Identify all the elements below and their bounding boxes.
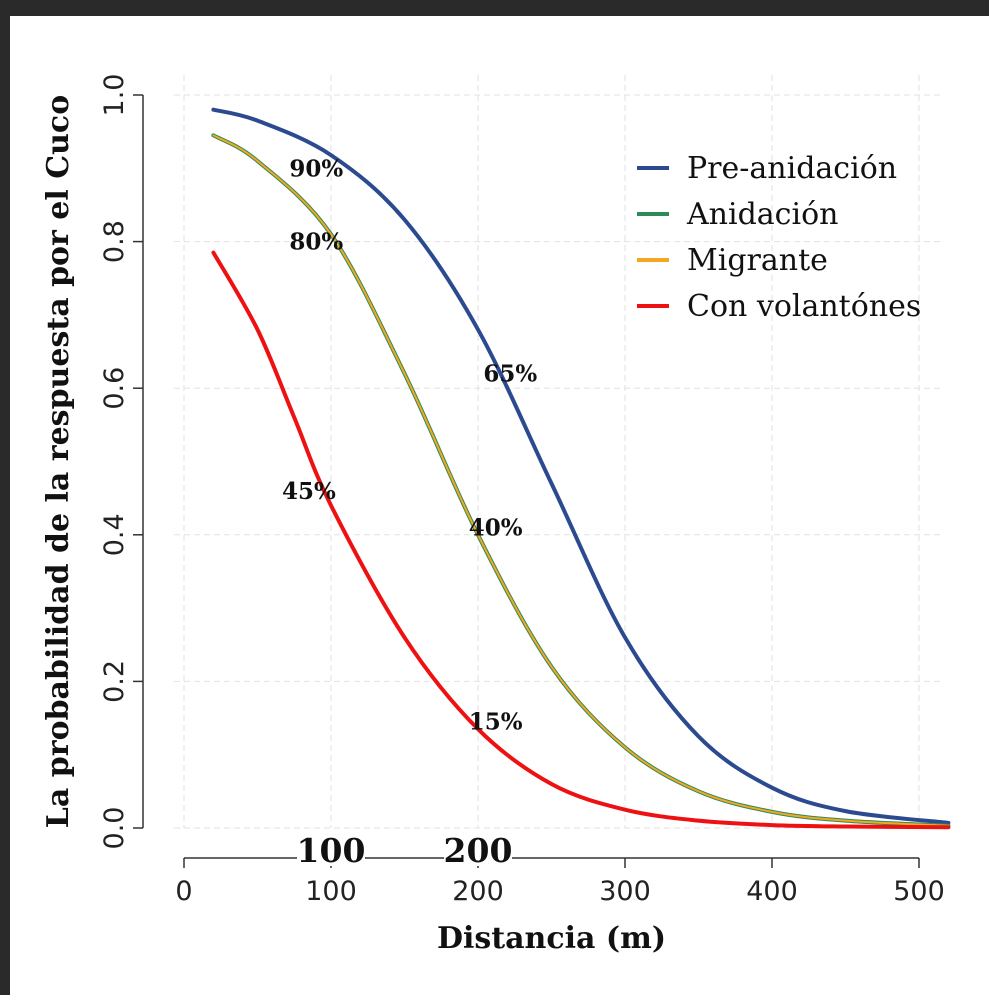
legend: Pre-anidación Anidación Migrante Con volant… [637, 151, 921, 324]
axes: 0.0 0.2 0.4 0.6 0.8 1.0 0 100 200 300 400 500 100 200 [99, 74, 945, 907]
y-tick-label: 0.4 [99, 513, 130, 556]
percent-label: 40% [469, 514, 523, 541]
series-line-con-volantones [211, 250, 951, 830]
x-tick-label: 500 [893, 876, 945, 907]
series-line-pre-anidacion [211, 107, 951, 825]
legend-label: Migrante [687, 243, 828, 278]
legend-label: Con volantónes [687, 289, 921, 324]
percent-label: 45% [282, 478, 336, 505]
chart-panel: 0.0 0.2 0.4 0.6 0.8 1.0 0 100 200 300 400 500 100 200… [10, 16, 989, 995]
x-tick-label: 100 [305, 876, 357, 907]
percent-annotations: 90% 80% 65% 45% 40% 15% [282, 155, 537, 735]
y-axis-title: La probabilidad de la respuesta por el C… [41, 95, 76, 828]
y-tick-label: 1.0 [99, 74, 130, 117]
grid [174, 75, 944, 829]
x-tick-label: 400 [746, 876, 798, 907]
line-chart: 0.0 0.2 0.4 0.6 0.8 1.0 0 100 200 300 400 500 100 200… [41, 74, 951, 956]
x-axis-title: Distancia (m) [437, 921, 666, 956]
percent-label: 15% [469, 709, 523, 736]
percent-label: 80% [289, 229, 343, 256]
percent-label: 65% [483, 361, 537, 388]
x-overlay-label: 100 [297, 831, 366, 870]
y-tick-label: 0.0 [99, 807, 130, 850]
x-tick-label: 300 [599, 876, 651, 907]
percent-label: 90% [289, 155, 343, 182]
x-overlay-label: 200 [444, 831, 513, 870]
series-line-migrante [212, 134, 950, 827]
overlay-label-bg [297, 836, 365, 866]
y-tick-label: 0.2 [99, 660, 130, 703]
x-tick-label: 0 [175, 876, 192, 907]
legend-label: Pre-anidación [687, 151, 897, 186]
overlay-label-bg [444, 836, 512, 866]
series-lines [211, 107, 951, 830]
x-tick-label: 200 [452, 876, 504, 907]
y-tick-label: 0.8 [99, 220, 130, 263]
y-tick-label: 0.6 [99, 367, 130, 410]
legend-label: Anidación [686, 197, 838, 232]
